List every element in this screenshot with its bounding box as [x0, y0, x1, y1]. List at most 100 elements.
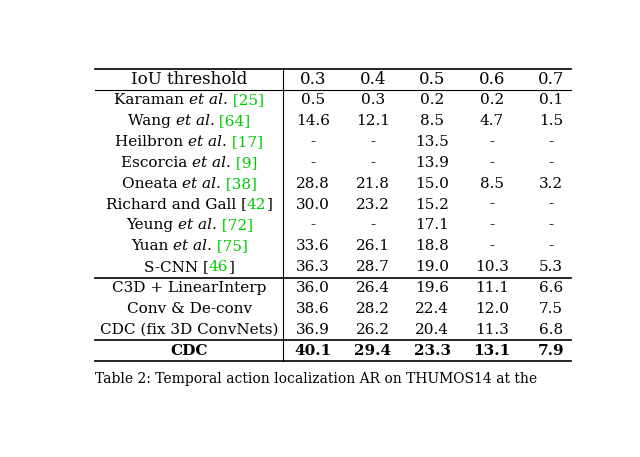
- Text: -: -: [489, 135, 494, 149]
- Text: -: -: [370, 156, 375, 170]
- Text: -: -: [370, 135, 375, 149]
- Text: ]: ]: [228, 260, 234, 274]
- Text: 11.3: 11.3: [475, 323, 509, 337]
- Text: [38]: [38]: [221, 177, 257, 191]
- Text: Escorcia: Escorcia: [121, 156, 192, 170]
- Text: [25]: [25]: [228, 93, 264, 107]
- Text: -: -: [310, 218, 316, 232]
- Text: et al.: et al.: [189, 93, 228, 107]
- Text: 0.3: 0.3: [360, 93, 385, 107]
- Text: 6.8: 6.8: [539, 323, 563, 337]
- Text: 19.0: 19.0: [415, 260, 449, 274]
- Text: 26.1: 26.1: [356, 239, 390, 253]
- Text: 7.5: 7.5: [540, 302, 563, 316]
- Text: Oneata: Oneata: [122, 177, 182, 191]
- Text: 0.4: 0.4: [360, 71, 386, 88]
- Text: Karaman: Karaman: [115, 93, 189, 107]
- Text: 8.5: 8.5: [480, 177, 504, 191]
- Text: Wang: Wang: [128, 114, 175, 128]
- Text: -: -: [489, 218, 494, 232]
- Text: 22.4: 22.4: [415, 302, 449, 316]
- Text: 0.7: 0.7: [538, 71, 564, 88]
- Text: 4.7: 4.7: [479, 114, 504, 128]
- Text: 23.3: 23.3: [413, 344, 451, 357]
- Text: IoU threshold: IoU threshold: [131, 71, 247, 88]
- Text: et al.: et al.: [188, 135, 227, 149]
- Text: 10.3: 10.3: [475, 260, 509, 274]
- Text: 14.6: 14.6: [296, 114, 330, 128]
- Text: 28.8: 28.8: [296, 177, 330, 191]
- Text: 6.6: 6.6: [539, 281, 563, 295]
- Text: 42: 42: [247, 197, 266, 212]
- Text: 18.8: 18.8: [415, 239, 449, 253]
- Text: 0.5: 0.5: [301, 93, 325, 107]
- Text: CDC: CDC: [170, 344, 208, 357]
- Text: 36.3: 36.3: [296, 260, 330, 274]
- Text: 13.9: 13.9: [415, 156, 449, 170]
- Text: -: -: [310, 135, 316, 149]
- Text: -: -: [489, 239, 494, 253]
- Text: 20.4: 20.4: [415, 323, 449, 337]
- Text: 36.0: 36.0: [296, 281, 330, 295]
- Text: S-CNN [: S-CNN [: [144, 260, 209, 274]
- Text: 28.2: 28.2: [356, 302, 390, 316]
- Text: Table 2: Temporal action localization AR on THUMOS14 at the: Table 2: Temporal action localization AR…: [95, 372, 537, 386]
- Text: 23.2: 23.2: [356, 197, 390, 212]
- Text: 19.6: 19.6: [415, 281, 449, 295]
- Text: CDC (fix 3D ConvNets): CDC (fix 3D ConvNets): [100, 323, 278, 337]
- Text: -: -: [548, 197, 554, 212]
- Text: 1.5: 1.5: [539, 114, 563, 128]
- Text: -: -: [489, 197, 494, 212]
- Text: [9]: [9]: [231, 156, 257, 170]
- Text: 8.5: 8.5: [420, 114, 444, 128]
- Text: 0.6: 0.6: [479, 71, 505, 88]
- Text: 26.2: 26.2: [356, 323, 390, 337]
- Text: 36.9: 36.9: [296, 323, 330, 337]
- Text: -: -: [489, 156, 494, 170]
- Text: 13.5: 13.5: [415, 135, 449, 149]
- Text: 0.2: 0.2: [420, 93, 444, 107]
- Text: 15.2: 15.2: [415, 197, 449, 212]
- Text: [64]: [64]: [214, 114, 251, 128]
- Text: Conv & De-conv: Conv & De-conv: [127, 302, 252, 316]
- Text: et al.: et al.: [182, 177, 221, 191]
- Text: 21.8: 21.8: [356, 177, 390, 191]
- Text: et al.: et al.: [192, 156, 231, 170]
- Text: et al.: et al.: [175, 114, 214, 128]
- Text: Yeung: Yeung: [126, 218, 178, 232]
- Text: [72]: [72]: [217, 218, 253, 232]
- Text: 0.2: 0.2: [479, 93, 504, 107]
- Text: ]: ]: [266, 197, 272, 212]
- Text: -: -: [548, 156, 554, 170]
- Text: Richard and Gall [: Richard and Gall [: [106, 197, 247, 212]
- Text: 12.0: 12.0: [475, 302, 509, 316]
- Text: 29.4: 29.4: [354, 344, 391, 357]
- Text: -: -: [548, 135, 554, 149]
- Text: -: -: [370, 218, 375, 232]
- Text: 5.3: 5.3: [540, 260, 563, 274]
- Text: et al.: et al.: [173, 239, 212, 253]
- Text: 30.0: 30.0: [296, 197, 330, 212]
- Text: 17.1: 17.1: [415, 218, 449, 232]
- Text: [75]: [75]: [212, 239, 248, 253]
- Text: 38.6: 38.6: [296, 302, 330, 316]
- Text: C3D + LinearInterp: C3D + LinearInterp: [112, 281, 266, 295]
- Text: 13.1: 13.1: [473, 344, 510, 357]
- Text: 11.1: 11.1: [475, 281, 509, 295]
- Text: 28.7: 28.7: [356, 260, 390, 274]
- Text: Heilbron: Heilbron: [115, 135, 188, 149]
- Text: 0.3: 0.3: [300, 71, 326, 88]
- Text: 46: 46: [209, 260, 228, 274]
- Text: [17]: [17]: [227, 135, 263, 149]
- Text: 15.0: 15.0: [415, 177, 449, 191]
- Text: -: -: [548, 239, 554, 253]
- Text: 12.1: 12.1: [356, 114, 390, 128]
- Text: -: -: [548, 218, 554, 232]
- Text: 3.2: 3.2: [539, 177, 563, 191]
- Text: 26.4: 26.4: [356, 281, 390, 295]
- Text: -: -: [310, 156, 316, 170]
- Text: 0.5: 0.5: [419, 71, 445, 88]
- Text: 7.9: 7.9: [538, 344, 564, 357]
- Text: et al.: et al.: [178, 218, 217, 232]
- Text: 40.1: 40.1: [294, 344, 332, 357]
